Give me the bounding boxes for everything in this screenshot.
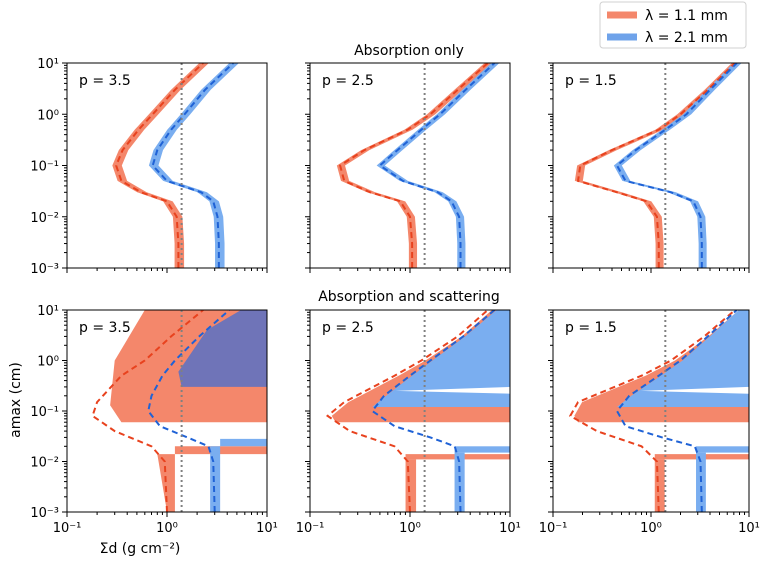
plot-area (112, 63, 239, 268)
y-tick-label: 10⁰ (37, 108, 59, 123)
legend-label-blue: λ = 2.1 mm (645, 30, 728, 46)
dashed-line-red (91, 310, 204, 512)
legend-label-red: λ = 1.1 mm (645, 8, 728, 24)
dashed-line-red (338, 63, 489, 268)
panel-annotation: p = 3.5 (79, 320, 131, 336)
band-red (336, 63, 493, 268)
dashed-line-blue (615, 310, 738, 512)
region-red-lowstem (405, 459, 417, 512)
plot-area (336, 63, 500, 268)
panel-annotation: p = 1.5 (565, 73, 617, 89)
y-tick-label: 10⁻² (30, 211, 59, 226)
dashed-line-red (325, 310, 489, 512)
y-axis-label: amax (cm) (8, 362, 24, 438)
panel-annotation: p = 3.5 (79, 73, 131, 89)
y-tick-label: 10⁻¹ (30, 405, 59, 420)
y-tick-label: 10¹ (37, 57, 59, 72)
region-blue-upper (617, 310, 749, 408)
dashed-line-blue (615, 63, 738, 268)
region-blue-3 (210, 438, 267, 512)
panel-scattering-p35: 10⁻³ 10⁻² 10⁻¹ 10⁰ 10¹ 10⁻¹ 10⁰ 10¹ p = 3.5 (30, 304, 278, 536)
row-title-bottom: Absorption and scattering (318, 289, 500, 305)
x-tick-label: 10⁰ (640, 521, 662, 536)
plot-area (91, 310, 267, 512)
panel-scattering-p25: 10⁻¹ 10⁰ 10¹ p = 2.5 (296, 309, 521, 536)
x-axis-label: Σd (g cm⁻²) (100, 541, 181, 557)
legend: λ = 1.1 mm λ = 2.1 mm (599, 1, 747, 49)
x-tick-label: 10⁻¹ (296, 521, 325, 536)
y-tick-label: 10⁻¹ (30, 160, 59, 175)
y-tick-label: 10¹ (37, 304, 59, 319)
region-blue-1 (178, 310, 267, 387)
panel-annotation: p = 2.5 (322, 73, 374, 89)
panel-annotation: p = 1.5 (565, 320, 617, 336)
x-tick-label: 10⁰ (399, 521, 421, 536)
axes-frame (66, 62, 268, 269)
band-red (112, 63, 209, 268)
x-tick-label: 10¹ (499, 521, 521, 536)
plot-area (568, 310, 749, 512)
plot-area (325, 310, 510, 512)
dashed-line-blue (147, 310, 230, 512)
band-blue (376, 63, 500, 268)
panel-absorption-p25: p = 2.5 (305, 62, 511, 273)
panel-absorption-p15: p = 1.5 (548, 62, 750, 273)
row-title-top: Absorption only (354, 43, 464, 59)
panel-scattering-p15: 10⁻¹ 10⁰ 10¹ p = 1.5 (539, 309, 760, 536)
band-blue (613, 63, 742, 268)
x-tick-label: 10⁻¹ (53, 521, 82, 536)
region-red-2 (157, 446, 267, 512)
gap-white (640, 386, 749, 394)
band-blue (148, 63, 239, 268)
x-tick-label: 10¹ (256, 521, 278, 536)
y-tick-label: 10⁻³ (30, 262, 59, 277)
region-blue-lowstem (454, 452, 465, 512)
panel-annotation: p = 2.5 (322, 320, 374, 336)
dashed-line-blue (151, 63, 234, 268)
panel-absorption-p35: 10⁻³ 10⁻² 10⁻¹ 10⁰ 10¹ p = 3.5 (30, 57, 268, 277)
region-blue-lowbar (696, 446, 749, 453)
x-tick-label: 10⁻¹ (539, 521, 568, 536)
dashed-line-blue (370, 310, 496, 512)
dashed-line-red (115, 63, 204, 268)
region-red-lowstem (654, 459, 665, 512)
region-blue-lowstem (696, 452, 706, 512)
region-blue-lowbar (454, 446, 510, 453)
dashed-line-blue (378, 63, 496, 268)
x-tick-label: 10⁰ (156, 521, 178, 536)
region-blue-upper (372, 310, 510, 408)
y-tick-label: 10⁻³ (30, 506, 59, 521)
x-tick-label: 10¹ (738, 521, 760, 536)
plot-area (574, 63, 742, 268)
y-tick-label: 10⁰ (37, 355, 59, 370)
dashed-line-red (568, 310, 736, 512)
gap-white (395, 386, 510, 394)
y-tick-label: 10⁻² (30, 456, 59, 471)
